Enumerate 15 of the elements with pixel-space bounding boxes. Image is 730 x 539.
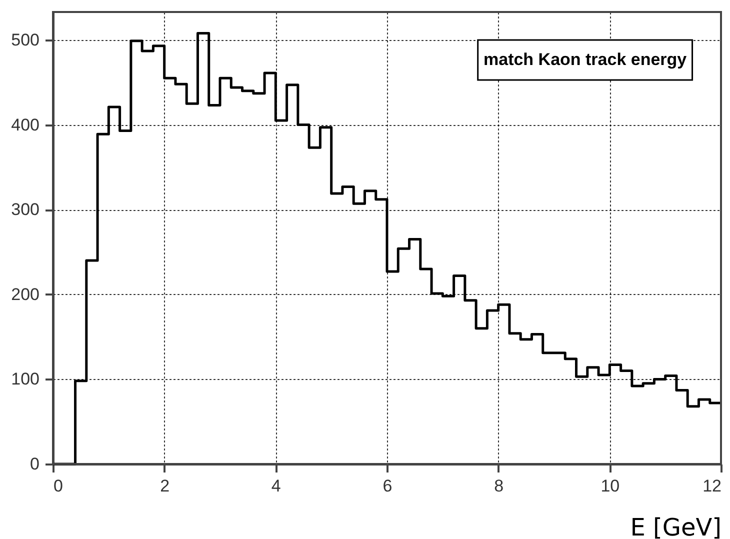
x-axis-title: E [GeV] — [630, 514, 722, 539]
y-tick-label: 200 — [11, 284, 40, 304]
x-tick-label: 12 — [702, 476, 722, 496]
x-tick-label: 6 — [382, 476, 392, 496]
x-tick-label: 4 — [271, 476, 281, 496]
y-tick-label: 300 — [11, 200, 40, 220]
y-tick-label: 0 — [30, 454, 40, 474]
x-tick-label: 0 — [54, 476, 63, 496]
x-tick-label: 8 — [494, 476, 504, 496]
y-tick-label: 500 — [11, 30, 40, 50]
text: match Kaon track energy — [483, 50, 688, 69]
y-tick-label: 400 — [11, 115, 40, 134]
y-tick-label: 100 — [11, 370, 40, 389]
x-tick-label: 10 — [600, 476, 620, 496]
x-tick-label: 2 — [160, 476, 170, 496]
